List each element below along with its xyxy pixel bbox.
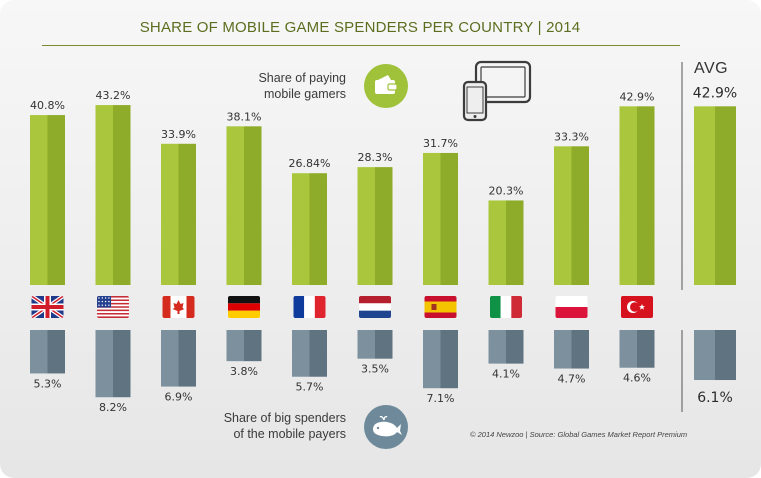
chart-title: SHARE OF MOBILE GAME SPENDERS PER COUNTR… (139, 19, 581, 36)
spender-bar-poland (554, 330, 589, 369)
flag-italy (490, 296, 522, 318)
paying-bar-poland (554, 146, 589, 285)
avg-paying-bar (694, 106, 736, 285)
legend-paying-line2: mobile gamers (264, 87, 346, 101)
legend-big-spenders-line2: of the mobile payers (233, 427, 346, 441)
paying-label-italy: 20.3% (489, 184, 524, 197)
avg-header: AVG (694, 60, 729, 77)
whale-icon (364, 405, 408, 449)
legend-big-spenders: Share of big spenders of the mobile paye… (200, 410, 346, 442)
spender-bar-italy (488, 330, 524, 364)
spender-label-italy: 4.1% (492, 368, 520, 381)
paying-bar-turkey (619, 106, 655, 285)
spender-bar-turkey (619, 330, 655, 368)
paying-label-germany: 38.1% (227, 110, 262, 123)
flag-spain (424, 296, 457, 318)
title-divider (42, 45, 680, 46)
spender-bar-united-states (95, 330, 131, 398)
spender-label-germany: 3.8% (230, 365, 258, 378)
paying-bar-canada (161, 143, 196, 285)
paying-label-poland: 33.3% (554, 130, 589, 143)
spender-label-poland: 4.7% (558, 373, 586, 386)
paying-bar-spain (423, 152, 458, 285)
paying-label-turkey: 42.9% (620, 90, 655, 103)
paying-bar-italy (488, 200, 524, 285)
legend-big-spenders-line1: Share of big spenders (223, 411, 346, 425)
flag-united-states (97, 296, 129, 318)
spender-label-united-states: 8.2% (99, 401, 127, 414)
avg-spender-label: 6.1% (697, 390, 733, 406)
legend-paying: Share of paying mobile gamers (230, 70, 346, 102)
flag-netherlands (359, 296, 391, 318)
flag-turkey (621, 296, 653, 318)
spender-bar-netherlands (357, 330, 393, 359)
spender-bar-spain (423, 330, 458, 389)
flag-canada (162, 296, 195, 318)
spender-label-turkey: 4.6% (623, 372, 651, 385)
spender-label-france: 5.7% (296, 381, 324, 394)
wallet-icon (364, 64, 408, 108)
spender-label-netherlands: 3.5% (361, 363, 389, 376)
paying-label-united-states: 43.2% (96, 89, 131, 102)
paying-label-netherlands: 28.3% (358, 151, 393, 164)
paying-bar-united-kingdom (30, 115, 65, 286)
tablet-phone-icon (462, 58, 534, 129)
spender-label-spain: 7.1% (427, 392, 455, 405)
paying-label-france: 26.84% (289, 157, 331, 170)
spender-label-united-kingdom: 5.3% (34, 377, 62, 390)
paying-label-canada: 33.9% (161, 128, 196, 141)
flag-france (293, 296, 326, 318)
source-note: © 2014 Newzoo | Source: Global Games Mar… (470, 430, 688, 439)
spender-bar-france (292, 330, 327, 377)
spender-bar-united-kingdom (30, 330, 65, 374)
paying-bar-france (292, 173, 327, 285)
paying-bar-united-states (95, 105, 131, 286)
flag-united-kingdom (31, 296, 64, 318)
avg-spender-bar (694, 330, 736, 381)
legend-paying-line1: Share of paying (258, 71, 346, 85)
paying-label-spain: 31.7% (423, 137, 458, 150)
spender-bar-germany (226, 330, 262, 362)
paying-bar-netherlands (357, 167, 393, 285)
spender-label-canada: 6.9% (165, 391, 193, 404)
paying-label-united-kingdom: 40.8% (30, 99, 65, 112)
flag-poland (555, 296, 588, 318)
avg-paying-label: 42.9% (693, 85, 737, 101)
flag-germany (228, 296, 260, 318)
paying-bar-germany (226, 126, 262, 285)
spender-bar-canada (161, 330, 196, 387)
